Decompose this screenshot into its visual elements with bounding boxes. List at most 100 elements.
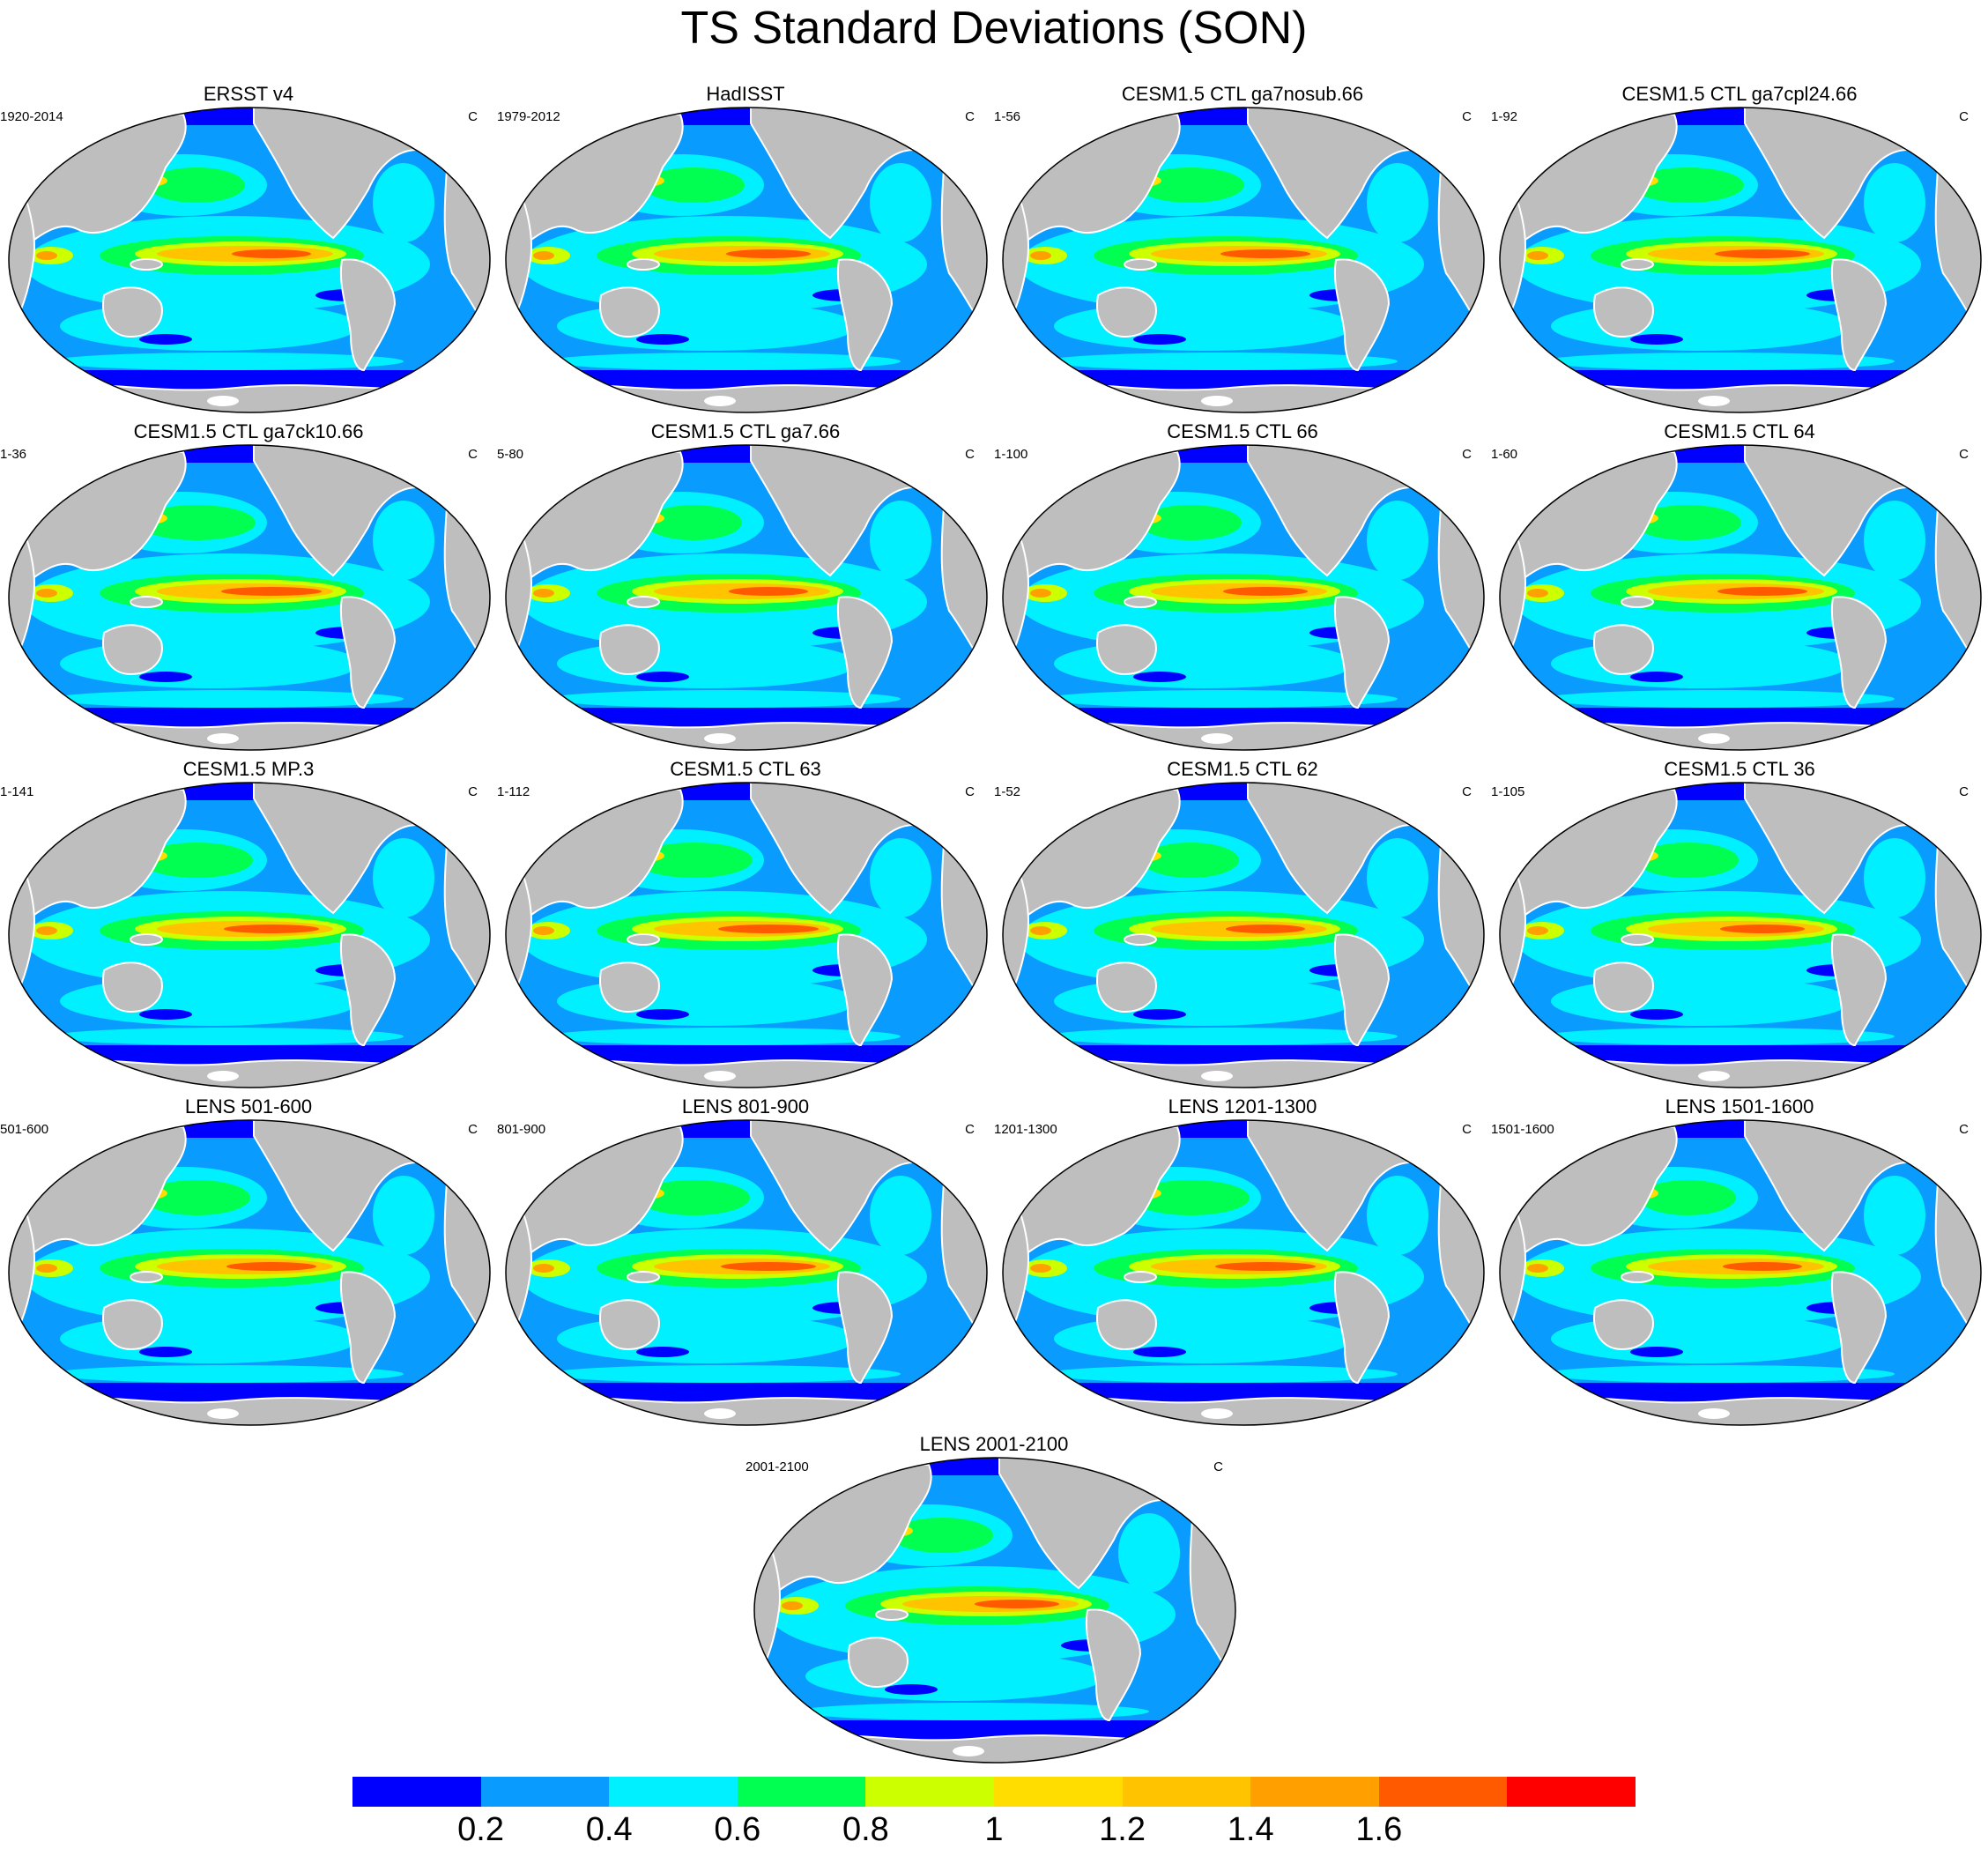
south-low-patch [1630,672,1683,682]
panel-units: C [1959,784,1969,799]
panel-title: LENS 1501-1600 [1665,1095,1814,1118]
indian-ocean-core [1030,926,1051,935]
ice-shelf [207,1408,239,1419]
north-pacific-high [1131,1180,1250,1215]
colorbar: 0.2 0.4 0.6 0.8 1 1.2 1.4 1.6 [352,1777,1636,1847]
antarctica-landmass [9,720,490,750]
north-pacific-high [634,843,753,878]
panel-title: ERSST v4 [203,83,294,105]
north-pacific-high [642,167,745,203]
australia-landmass [599,624,660,676]
panel-period: 1-92 [1491,109,1518,124]
maritime-continent-island [1124,933,1157,946]
ice-shelf [704,1408,736,1419]
south-america-landmass [1333,596,1391,709]
circumpolar-patch [1045,1028,1398,1045]
panel-units: C [468,109,478,124]
global-map [7,1118,492,1427]
panel-period: 2001-2100 [746,1459,809,1474]
maritime-continent-island [627,258,660,271]
south-america-landmass [1830,258,1888,372]
colorbar-swatch [737,1777,866,1807]
maritime-continent-island [1124,596,1157,608]
north-pacific-high [891,1518,993,1553]
south-america-landmass [836,933,894,1047]
ice-shelf [1698,1071,1730,1081]
map-panel: CESM1.5 MP.3 1-141 C [0,758,497,1093]
ice-shelf [207,1071,239,1081]
colorbar-swatch [994,1777,1124,1807]
maritime-continent-island [1621,933,1654,946]
circumpolar-patch [548,1365,901,1383]
indian-ocean-core [36,251,57,260]
circumpolar-patch [1542,1028,1895,1045]
indian-ocean-core [1527,251,1548,260]
south-low-patch [885,1684,938,1695]
circumpolar-patch [1045,690,1398,708]
map-panel: ERSST v4 1920-2014 C [0,83,497,418]
global-map [7,106,492,414]
colorbar-label: 0.4 [585,1811,633,1848]
maritime-continent-island [130,596,163,608]
maritime-continent-island [1621,1271,1654,1283]
panel-units: C [468,1122,478,1137]
enso-core [232,249,311,258]
circumpolar-patch [1045,1365,1398,1383]
antarctica-landmass [1003,720,1484,750]
north-atlantic-patch [1864,1176,1925,1255]
colorbar-label: 1.4 [1227,1811,1274,1848]
panel-units: C [468,447,478,462]
south-america-landmass [1830,1271,1888,1385]
north-pacific-high [645,505,742,540]
circumpolar-patch [1045,353,1398,370]
colorbar-swatch [1122,1777,1251,1807]
maritime-continent-island [1621,596,1654,608]
panel-period: 1201-1300 [994,1122,1057,1137]
antarctica-landmass [1500,1058,1981,1088]
panel-title: CESM1.5 CTL ga7cpl24.66 [1621,83,1858,105]
global-map [1498,1118,1983,1427]
panel-title: CESM1.5 CTL ga7ck10.66 [133,420,364,442]
panel-period: 1-112 [497,784,530,799]
north-pacific-high [637,1180,750,1215]
panel-units: C [965,447,975,462]
panel-units: C [1213,1459,1223,1474]
circumpolar-patch [1542,690,1895,708]
south-low-patch [1630,1347,1683,1357]
panel-period: 1-105 [1491,784,1525,799]
north-atlantic-patch [1367,163,1428,242]
colorbar-label: 1.6 [1355,1811,1403,1848]
panel-title: LENS 501-600 [184,1095,313,1118]
maritime-continent-island [1124,1271,1157,1283]
australia-landmass [1593,962,1654,1014]
maritime-continent-island [130,258,163,271]
north-atlantic-patch [1367,1176,1428,1255]
map-panel: CESM1.5 CTL ga7.66 5-80 C [497,420,994,755]
enso-core [1215,1262,1316,1271]
north-pacific-high [140,843,253,878]
south-low-patch [636,334,689,345]
enso-core [224,924,319,933]
circumpolar-patch [51,1365,404,1383]
map-panel: CESM1.5 CTL 64 1-60 C [1491,420,1988,755]
south-america-landmass [1830,596,1888,709]
circumpolar-patch [1542,353,1895,370]
indian-ocean-core [533,926,554,935]
south-america-landmass [1333,933,1391,1047]
ice-shelf [207,733,239,744]
panel-title: LENS 801-900 [681,1095,810,1118]
ice-shelf [704,396,736,406]
panel-period: 1-36 [0,447,27,462]
north-pacific-high [1139,505,1242,540]
australia-landmass [102,286,163,338]
panel-title: HadISST [706,83,785,105]
south-america-landmass [1333,258,1391,372]
south-low-patch [139,1347,192,1357]
indian-ocean-core [1527,1264,1548,1273]
north-pacific-high [137,505,256,540]
ice-shelf [1698,733,1730,744]
indian-ocean-core [533,1264,554,1273]
north-atlantic-patch [1367,838,1428,917]
maritime-continent-island [130,933,163,946]
ice-shelf [1698,396,1730,406]
